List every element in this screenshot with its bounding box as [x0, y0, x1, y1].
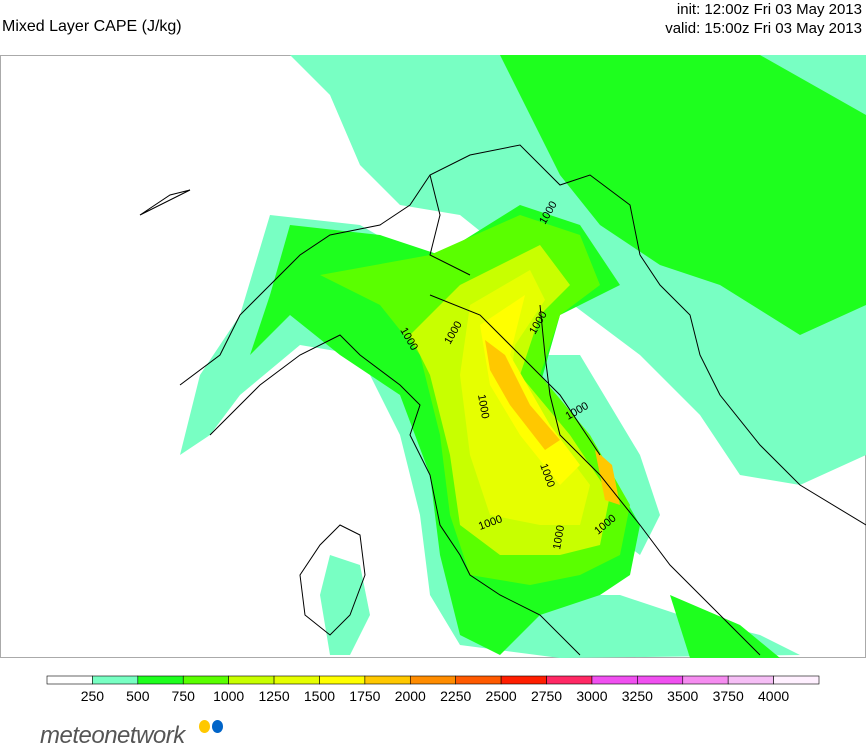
- colorbar-tick-label: 1000: [213, 688, 244, 704]
- colorbar-tick-label: 3500: [667, 688, 698, 704]
- contour-label: 1000: [551, 524, 567, 550]
- colorbar-tick-label: 3750: [713, 688, 744, 704]
- cape-fill-1750: [485, 340, 620, 505]
- colorbar-tick-label: 1500: [304, 688, 335, 704]
- colorbar-swatch: [273, 675, 320, 685]
- colorbar-swatch: [228, 675, 275, 685]
- colorbar-swatch: [319, 675, 366, 685]
- colorbar-swatch: [773, 675, 820, 685]
- colorbar-swatch: [137, 675, 184, 685]
- colorbar-swatch: [546, 675, 593, 685]
- colorbar-swatch: [92, 675, 139, 685]
- colorbar-swatch: [409, 675, 457, 685]
- colorbar: 250 500 750 1000 1250 1500 1750 2000 2250 2500 275…: [46, 675, 820, 704]
- colorbar-tick-label: 1250: [258, 688, 289, 704]
- logo-dot-yellow: [199, 720, 210, 733]
- init-time: init: 12:00z Fri 03 May 2013: [676, 1, 862, 18]
- meteonetwork-logo: meteonetwork: [40, 722, 185, 749]
- colorbar-swatch: [364, 675, 411, 685]
- colorbar-tick-label: 2750: [531, 688, 562, 704]
- contour-label: 1000: [475, 393, 491, 419]
- colorbar-swatch: [727, 675, 774, 685]
- chart-title: Mixed Layer CAPE (J/kg): [2, 18, 182, 35]
- cape-map: 1000 1000 1000 1000 1000 1000 1000 1000 …: [0, 55, 866, 658]
- coastlines-borders: [139, 144, 866, 656]
- colorbar-swatch: [46, 675, 93, 685]
- colorbar-tick-label: 1750: [349, 688, 380, 704]
- colorbar-tick-label: 2500: [486, 688, 517, 704]
- colorbar-tick-label: 2250: [440, 688, 471, 704]
- colorbar-tick-label: 2000: [395, 688, 426, 704]
- colorbar-swatch: [591, 675, 638, 685]
- colorbar-tick-label: 3250: [622, 688, 653, 704]
- colorbar-swatch: [637, 675, 684, 685]
- logo-dot-blue: [212, 720, 223, 733]
- colorbar-tick-label: 3000: [576, 688, 607, 704]
- run-info: init: 12:00z Fri 03 May 2013 valid: 15:0…: [665, 0, 862, 38]
- valid-time: valid: 15:00z Fri 03 May 2013: [665, 20, 862, 37]
- colorbar-swatch: [455, 675, 502, 685]
- colorbar-swatch: [682, 675, 729, 685]
- colorbar-swatch: [500, 675, 547, 685]
- colorbar-tick-label: 750: [172, 688, 196, 704]
- colorbar-tick-label: 500: [126, 688, 150, 704]
- colorbar-tick-label: 4000: [758, 688, 789, 704]
- colorbar-swatch: [182, 675, 229, 685]
- colorbar-tick-label: 250: [81, 688, 105, 704]
